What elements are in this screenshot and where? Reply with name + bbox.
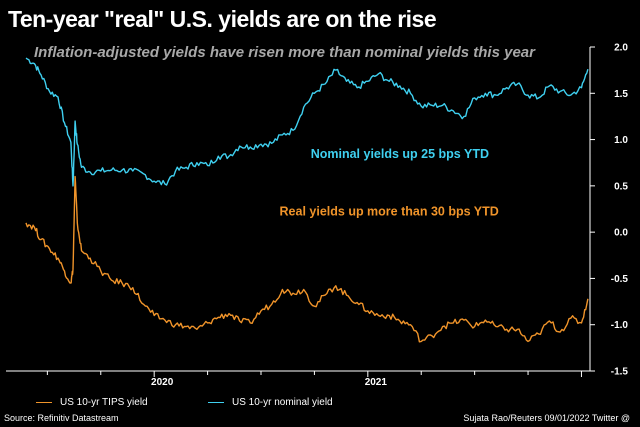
x-tick-label: 2020 (151, 377, 174, 388)
legend-label-real: US 10-yr TIPS yield (60, 397, 148, 408)
legend-swatch-nominal (208, 402, 224, 403)
x-tick-label: 2021 (365, 377, 388, 388)
series-line-real (25, 175, 589, 343)
chart-title: Ten-year "real" U.S. yields are on the r… (8, 6, 437, 32)
legend-label-nominal: US 10-yr nominal yield (232, 397, 333, 408)
y-tick-label: 2.0 (614, 43, 628, 54)
y-tick-label: -0.5 (611, 274, 629, 285)
legend-item-nominal: US 10-yr nominal yield (208, 397, 333, 408)
y-tick-label: 0.5 (614, 181, 628, 192)
y-tick-label: -1.0 (611, 320, 629, 331)
legend-item-real: US 10-yr TIPS yield (36, 397, 148, 408)
y-tick-label: 1.0 (614, 135, 628, 146)
source-note: Source: Refinitiv Datastream (4, 413, 119, 423)
legend-swatch-real (36, 402, 52, 403)
annotation-nominal: Nominal yields up 25 bps YTD (311, 147, 489, 161)
annotation-real: Real yields up more than 30 bps YTD (280, 204, 499, 218)
y-tick-label: 0.0 (614, 228, 628, 239)
y-tick-label: -1.5 (611, 367, 629, 378)
y-tick-label: 1.5 (614, 89, 628, 100)
series-line-nominal (25, 57, 589, 187)
chart-subtitle: Inflation-adjusted yields have risen mor… (34, 44, 535, 61)
credit-note: Sujata Rao/Reuters 09/01/2022 Twitter @ (463, 413, 630, 423)
